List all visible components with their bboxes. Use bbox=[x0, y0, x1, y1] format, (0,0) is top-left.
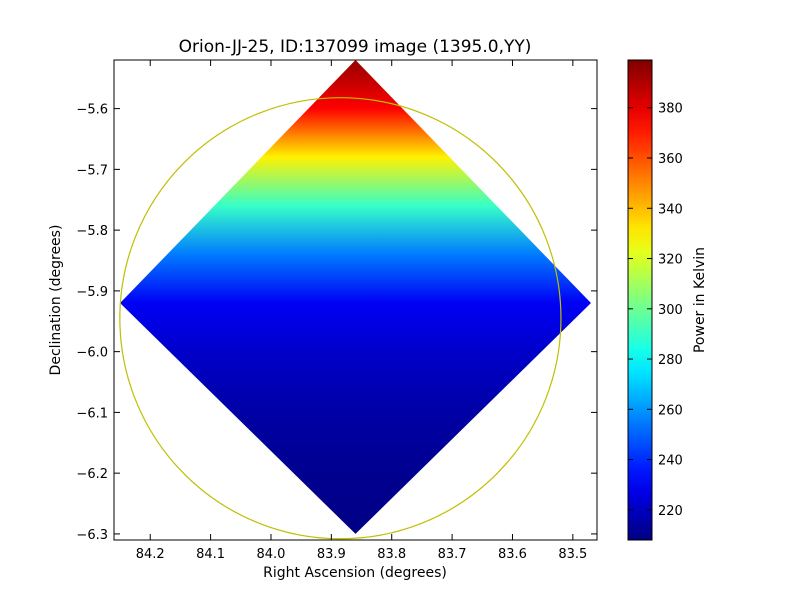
x-tick-label: 83.7 bbox=[438, 547, 467, 562]
x-axis-label: Right Ascension (degrees) bbox=[263, 565, 447, 581]
y-tick-label: −6.1 bbox=[76, 406, 108, 421]
beam-circle bbox=[119, 97, 562, 540]
colorbar-tick-label: 320 bbox=[658, 253, 683, 268]
x-tick-label: 84.0 bbox=[256, 547, 285, 562]
chart-title: Orion-JJ-25, ID:137099 image (1395.0,YY) bbox=[179, 37, 532, 57]
x-tick-label: 83.5 bbox=[558, 547, 587, 562]
colorbar-gradient bbox=[628, 60, 652, 540]
y-tick-label: −5.6 bbox=[76, 103, 108, 118]
x-tick-label: 84.1 bbox=[196, 547, 225, 562]
colorbar-label: Power in Kelvin bbox=[692, 247, 708, 353]
y-tick-label: −5.8 bbox=[76, 224, 108, 239]
x-tick-label: 83.6 bbox=[498, 547, 527, 562]
x-tick-label: 83.8 bbox=[377, 547, 406, 562]
colorbar: 220 240 260 280 300 320 340 360 380 bbox=[627, 59, 683, 541]
colorbar-tick-label: 300 bbox=[658, 303, 683, 318]
axes-frame bbox=[113, 59, 598, 541]
colorbar-tick-label: 280 bbox=[658, 353, 683, 368]
colorbar-tick-label: 260 bbox=[658, 403, 683, 418]
colorbar-ticks: 220 240 260 280 300 320 340 360 380 bbox=[628, 102, 683, 519]
heatmap-map bbox=[120, 60, 591, 534]
y-tick-label: −6.2 bbox=[76, 467, 108, 482]
y-tick-label: −5.9 bbox=[76, 285, 108, 300]
colorbar-tick-label: 380 bbox=[658, 102, 683, 117]
y-axis-ticks: −5.6 −5.7 −5.8 −5.9 −6.0 −6.1 −6.2 −6.3 bbox=[76, 103, 597, 543]
colorbar-frame bbox=[627, 59, 653, 541]
colorbar-tick-label: 220 bbox=[658, 504, 683, 519]
y-tick-label: −5.7 bbox=[76, 163, 108, 178]
y-tick-label: −6.0 bbox=[76, 346, 108, 361]
colorbar-tick-label: 240 bbox=[658, 454, 683, 469]
x-tick-label: 84.2 bbox=[136, 547, 165, 562]
plot-area: 84.2 84.1 84.0 83.9 83.8 83.7 83.6 83.5 −5.6−5.… bbox=[76, 59, 598, 562]
colorbar-tick-label: 340 bbox=[658, 202, 683, 217]
x-tick-label: 83.9 bbox=[317, 547, 346, 562]
y-tick-label: −6.3 bbox=[76, 528, 108, 543]
x-axis-ticks: 84.2 84.1 84.0 83.9 83.8 83.7 83.6 83.5 bbox=[136, 60, 587, 562]
colorbar-tick-label: 360 bbox=[658, 152, 683, 167]
y-axis-label: Declination (degrees) bbox=[48, 225, 64, 376]
